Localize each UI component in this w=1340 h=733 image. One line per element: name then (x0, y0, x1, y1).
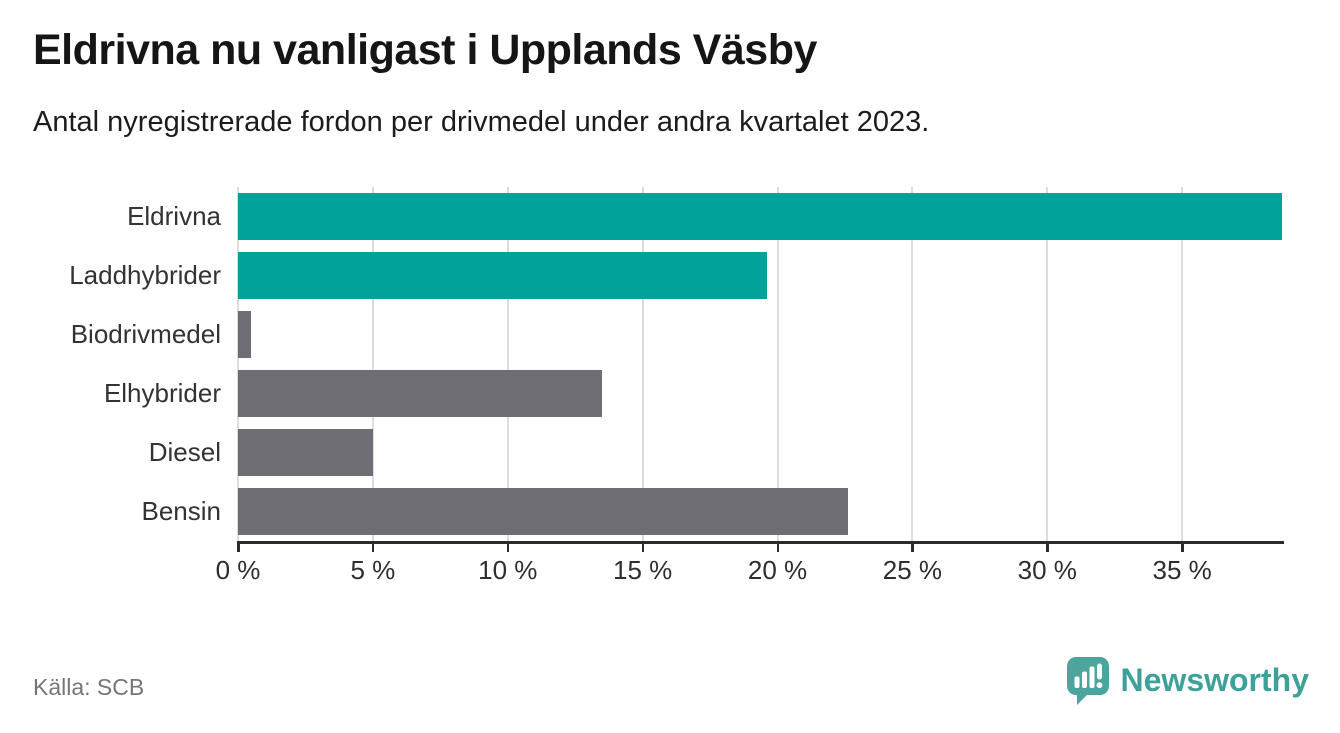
gridline (641, 187, 644, 541)
gridline (1046, 187, 1049, 541)
chart-subtitle: Antal nyregistrerade fordon per drivmede… (33, 106, 930, 138)
x-tick (506, 543, 510, 552)
x-tick-label: 10 % (478, 555, 538, 585)
gridline (506, 187, 509, 541)
category-label: Eldrivna (127, 201, 221, 231)
bar-diesel (238, 429, 373, 476)
category-label: Biodrivmedel (70, 319, 221, 349)
bar-laddhybrider (238, 252, 767, 299)
newsworthy-logo: Newsworthy (1065, 655, 1309, 706)
source-note: Källa: SCB (33, 674, 145, 700)
x-tick (911, 543, 914, 552)
bar-biodrivmedel (238, 311, 252, 358)
gridline (237, 187, 239, 541)
x-axis-line (237, 541, 1284, 544)
gridline (1181, 187, 1184, 541)
category-label: Laddhybrider (69, 260, 221, 290)
category-label: Elhybrider (103, 378, 221, 408)
newsworthy-logo-icon (1066, 657, 1109, 705)
x-tick-label: 5 % (350, 555, 396, 585)
gridline (911, 187, 914, 541)
x-tick-label: 35 % (1152, 555, 1212, 585)
x-tick-label: 25 % (882, 555, 943, 585)
x-tick-label: 15 % (613, 555, 673, 585)
category-label: Diesel (148, 437, 221, 467)
chart-title: Eldrivna nu vanligast i Upplands Väsby (33, 26, 817, 74)
bar-eldrivna (238, 193, 1282, 240)
gridline (776, 187, 779, 541)
x-tick (1046, 543, 1049, 552)
category-label: Bensin (141, 496, 222, 526)
x-tick (776, 543, 780, 552)
newsworthy-logo-text: Newsworthy (1120, 662, 1309, 698)
x-tick-label: 20 % (747, 555, 808, 585)
bar-elhybrider (238, 370, 603, 417)
x-tick-label: 0 % (215, 555, 261, 585)
x-tick (1181, 543, 1184, 552)
x-tick (371, 543, 375, 552)
bar-bensin (238, 488, 848, 535)
x-tick (641, 543, 645, 552)
x-tick-label: 30 % (1017, 555, 1077, 585)
x-tick (237, 543, 240, 552)
gridline (371, 187, 374, 541)
